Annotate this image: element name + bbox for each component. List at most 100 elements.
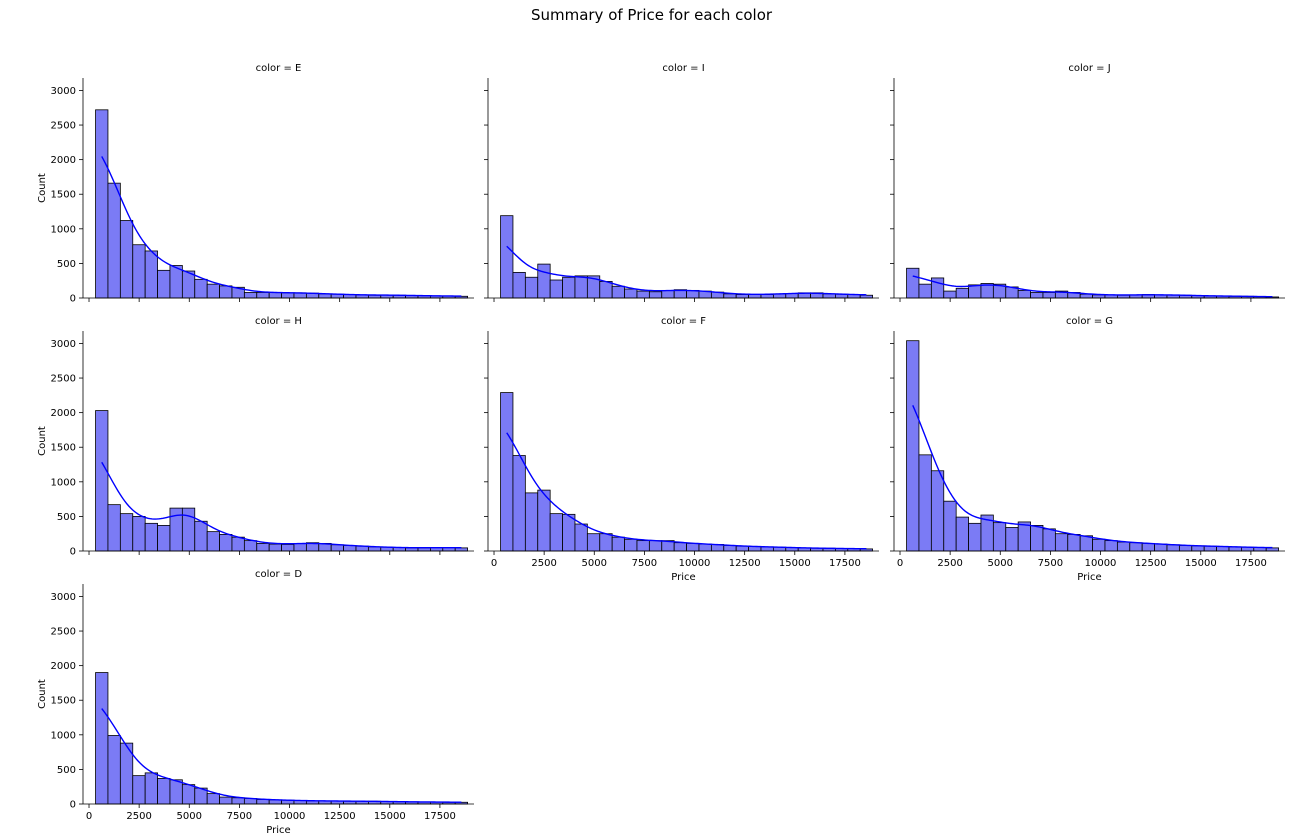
histogram-bar	[512, 271, 526, 299]
histogram-bar	[760, 294, 774, 299]
histogram-bar	[1017, 521, 1031, 552]
histogram-bar	[119, 513, 134, 552]
x-tick-label: 17500	[1235, 558, 1267, 569]
histogram-bar	[698, 543, 712, 552]
facet-panel: color = I	[484, 63, 879, 302]
histogram-bar	[1042, 528, 1056, 552]
y-tick-label: 2500	[51, 121, 76, 132]
x-tick-label: 0	[86, 811, 92, 822]
y-tick-label: 0	[70, 547, 76, 558]
histogram-bar	[1079, 293, 1093, 299]
x-axis-title: Price	[1077, 572, 1101, 583]
x-tick-label: 0	[491, 558, 497, 569]
histogram-bar	[624, 288, 638, 299]
histogram-bar	[673, 542, 687, 552]
histogram-bar	[943, 290, 957, 299]
histogram-bar	[611, 536, 625, 552]
histogram-bar	[943, 500, 957, 552]
histogram-bar	[144, 250, 158, 299]
histogram-bar	[1092, 294, 1106, 299]
histogram-bar	[169, 265, 183, 299]
histogram-bar	[549, 513, 563, 552]
histogram-bar	[549, 279, 563, 299]
histogram-bar	[219, 285, 233, 299]
histogram-bar	[1116, 541, 1131, 552]
y-tick-label: 500	[57, 259, 76, 270]
histogram-bar	[95, 109, 109, 299]
histogram-bar	[206, 283, 220, 299]
histogram-bar	[157, 269, 171, 299]
panel-title: color = D	[255, 569, 302, 580]
y-tick-label: 0	[70, 294, 76, 305]
kde-curve	[506, 245, 867, 296]
histogram-bar	[1042, 292, 1056, 299]
histogram-bar	[281, 292, 295, 299]
x-tick-label: 2500	[937, 558, 962, 569]
histogram-bar	[524, 492, 539, 552]
histogram-bar	[132, 516, 146, 552]
histogram-bar	[624, 538, 638, 552]
x-tick-label: 17500	[829, 558, 861, 569]
facet-panel: color = G 0 2500 5000 7500 10000 12500 15000 175…	[890, 316, 1285, 583]
histogram-bar	[968, 284, 982, 299]
kde-curve	[101, 156, 462, 297]
histogram-bar	[144, 772, 158, 805]
histogram-bar	[735, 294, 749, 299]
histogram-bar	[537, 263, 551, 299]
histogram-bar	[686, 542, 700, 552]
histogram-bar	[293, 542, 307, 552]
x-axis-title: Price	[671, 572, 695, 583]
histogram-bar	[281, 544, 295, 552]
histogram-bar	[1154, 543, 1168, 552]
x-tick-label: 17500	[424, 811, 456, 822]
y-tick-label: 3000	[51, 339, 76, 350]
x-tick-label: 10000	[274, 811, 306, 822]
x-tick-label: 15000	[374, 811, 406, 822]
y-tick-label: 1000	[51, 477, 76, 488]
histogram-bar	[1067, 534, 1081, 552]
histogram-bar	[636, 540, 650, 552]
kde-curve	[101, 708, 462, 803]
panel-title: color = F	[661, 316, 706, 327]
histogram-bar	[648, 540, 663, 552]
histogram-bar	[599, 533, 613, 552]
x-tick-label: 10000	[679, 558, 711, 569]
y-tick-label: 2500	[51, 627, 76, 638]
y-axis-title: Count	[37, 426, 48, 456]
x-tick-label: 12500	[1135, 558, 1167, 569]
y-tick-label: 1500	[51, 190, 76, 201]
histogram-bar	[256, 799, 270, 805]
histogram-bar	[1030, 525, 1044, 552]
histogram-bar	[219, 796, 233, 805]
y-tick-label: 2000	[51, 661, 76, 672]
y-tick-label: 3000	[51, 592, 76, 603]
histogram-bar	[1054, 533, 1069, 552]
y-tick-label: 500	[57, 512, 76, 523]
x-tick-label: 7500	[227, 811, 252, 822]
x-tick-label: 0	[897, 558, 903, 569]
y-tick-label: 0	[70, 800, 76, 811]
histogram-bar	[574, 523, 588, 552]
x-tick-label: 12500	[324, 811, 356, 822]
y-tick-label: 1500	[51, 696, 76, 707]
histogram-bar	[1141, 542, 1155, 552]
histogram-bar	[586, 533, 601, 552]
x-tick-label: 5000	[177, 811, 202, 822]
x-tick-label: 7500	[1038, 558, 1063, 569]
histogram-bar	[611, 285, 625, 299]
histogram-bar	[243, 292, 258, 299]
histogram-bar	[132, 244, 146, 299]
histogram-bar	[243, 540, 258, 552]
histogram-bar	[955, 516, 969, 552]
histogram-bar	[906, 267, 920, 299]
histogram-bar	[735, 545, 749, 552]
histogram-bar	[169, 779, 183, 805]
histogram-bar	[330, 544, 344, 552]
facet-panel: color = J	[890, 63, 1285, 302]
histogram-bar	[1104, 540, 1118, 552]
kde-curve	[101, 461, 462, 549]
y-tick-label: 2000	[51, 155, 76, 166]
histogram-bar	[1079, 535, 1093, 552]
x-tick-label: 15000	[779, 558, 811, 569]
histogram-bar	[1129, 542, 1143, 552]
